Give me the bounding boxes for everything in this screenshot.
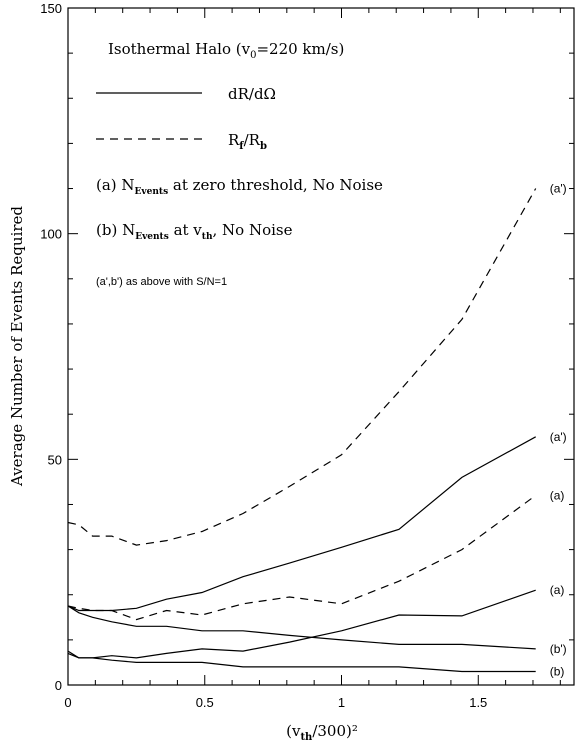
x-tick-label: 0.5 [196,695,214,710]
y-axis-label: Average Number of Events Required [8,206,26,487]
series-line-solid-2 [67,436,536,612]
x-tick-label: 1.5 [469,695,487,710]
series-end-label: (a') [550,182,567,196]
series-line-solid-4 [67,605,536,650]
legend-note-prime: (a',b') as above with S/N=1 [96,276,227,288]
series-end-label: (a) [550,488,565,502]
series-layer: (a') (a) (a') (a) (b') (b) [67,182,567,678]
y-tick-label: 100 [40,227,62,242]
series-line-solid-5 [67,650,536,673]
y-tick-label: 50 [48,452,62,467]
x-tick-label: 0 [64,695,71,710]
series-end-label: (a') [550,430,567,444]
legend-note-a: (a) NEvents at zero threshold, No Noise [96,176,383,197]
series-line-dashed-0 [67,188,537,546]
plot-frame [67,7,575,686]
axis-ticks: 0 0.5 1 1.5 0 50 100 150 [40,1,574,710]
legend-note-b: (b) NEvents at vth, No Noise [96,221,293,242]
series-line-dashed-1 [67,494,537,621]
series-end-label: (b) [550,664,565,678]
legend: Isothermal Halo (v0=220 km/s) dR/dΩ Rf/R… [96,40,383,288]
y-tick-label: 0 [55,678,62,693]
series-end-label: (a) [550,583,565,597]
legend-heading: Isothermal Halo (v0=220 km/s) [108,40,344,61]
legend-solid-label: dR/dΩ [228,85,276,103]
series-line-solid-3 [67,589,536,659]
x-axis-label: (vth/300)² [286,722,358,743]
legend-dashed-label: Rf/Rb [228,131,267,152]
y-tick-label: 150 [40,1,62,16]
series-end-label: (b') [550,642,567,656]
x-tick-label: 1 [338,695,345,710]
